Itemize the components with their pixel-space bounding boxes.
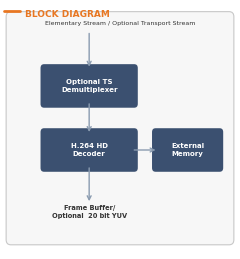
Text: Elementary Stream / Optional Transport Stream: Elementary Stream / Optional Transport S…	[45, 21, 195, 26]
Text: BLOCK DIAGRAM: BLOCK DIAGRAM	[25, 10, 110, 19]
Text: Frame Buffer/
Optional  20 bit YUV: Frame Buffer/ Optional 20 bit YUV	[52, 205, 127, 219]
FancyBboxPatch shape	[152, 128, 223, 172]
FancyBboxPatch shape	[41, 64, 138, 108]
Text: Optional TS
Demultiplexer: Optional TS Demultiplexer	[61, 79, 117, 93]
FancyBboxPatch shape	[6, 12, 234, 245]
Text: H.264 HD
Decoder: H.264 HD Decoder	[71, 143, 108, 157]
Text: External
Memory: External Memory	[171, 143, 204, 157]
FancyBboxPatch shape	[41, 128, 138, 172]
